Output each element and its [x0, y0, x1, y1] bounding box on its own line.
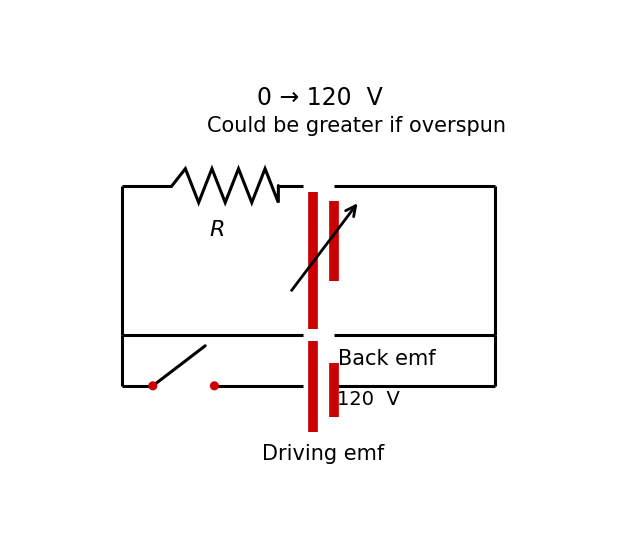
- Text: 120  V: 120 V: [337, 390, 400, 409]
- Text: Back emf: Back emf: [338, 349, 436, 369]
- Text: 0 → 120  V: 0 → 120 V: [257, 85, 382, 109]
- Circle shape: [211, 382, 218, 390]
- Circle shape: [149, 382, 157, 390]
- Text: Driving emf: Driving emf: [262, 443, 384, 464]
- Text: Could be greater if overspun: Could be greater if overspun: [208, 116, 506, 136]
- Text: R: R: [210, 220, 225, 240]
